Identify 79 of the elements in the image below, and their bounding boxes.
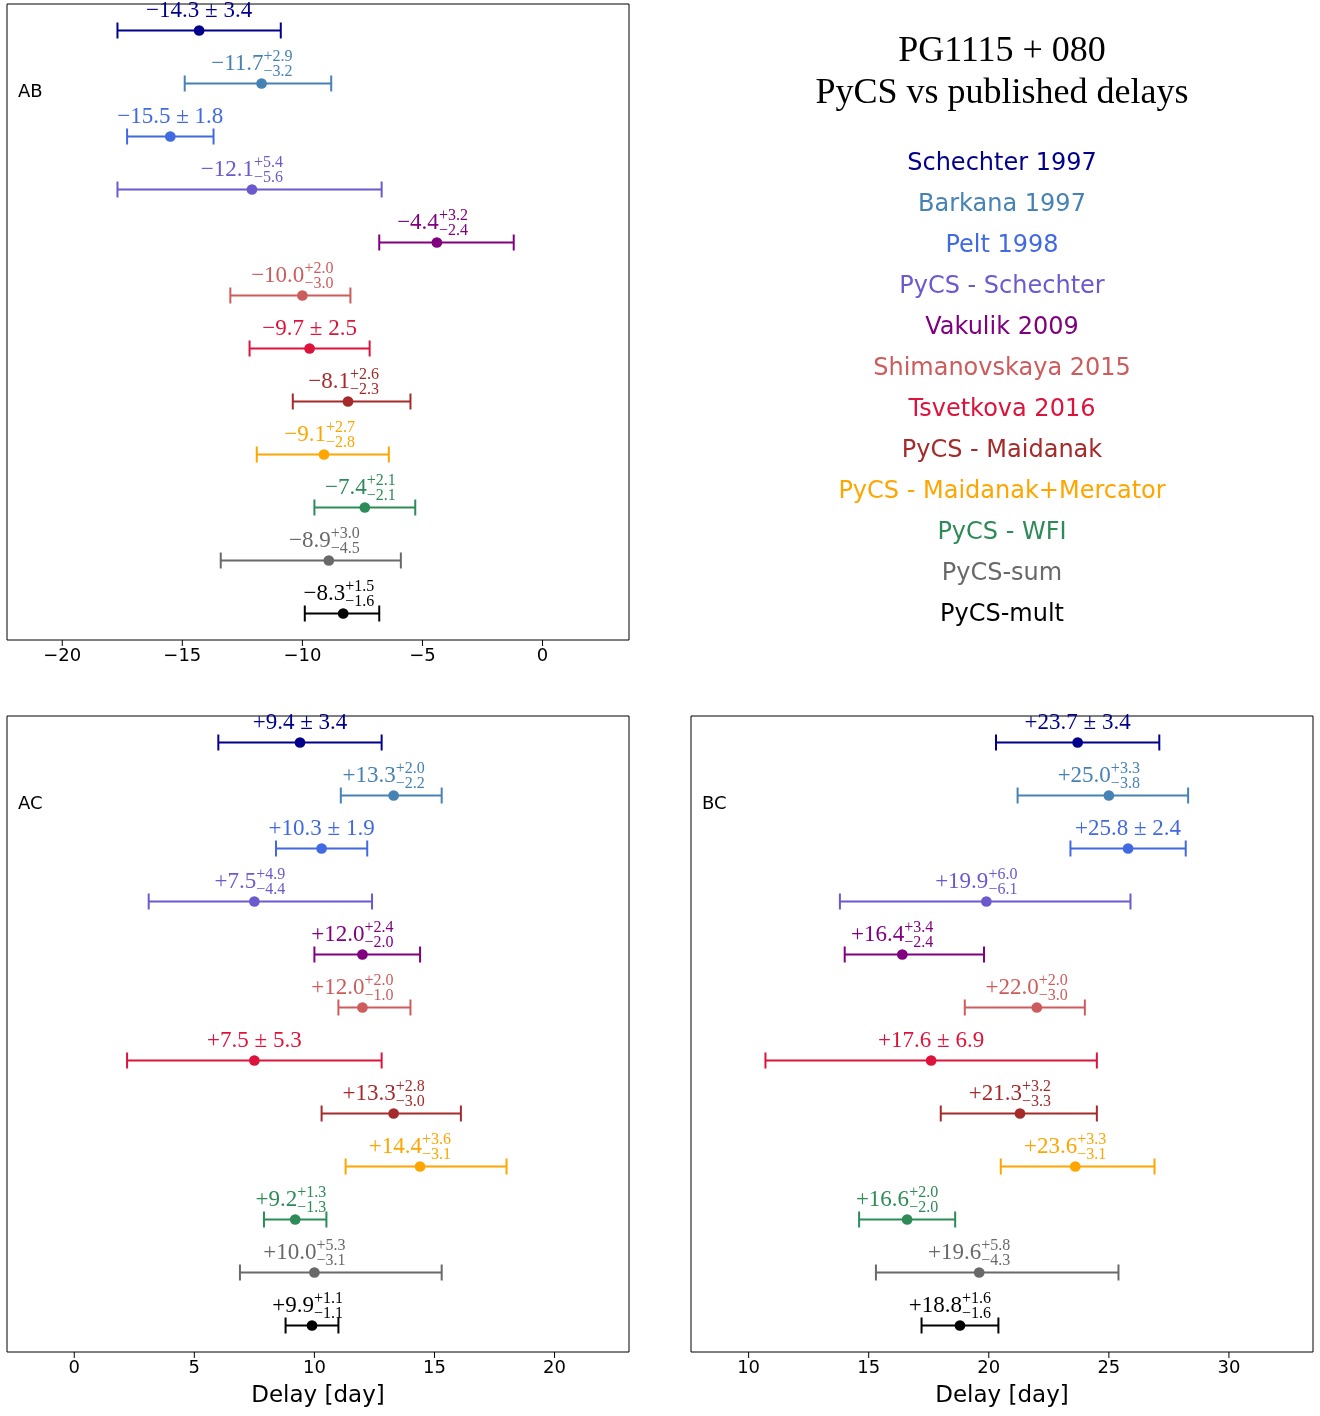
annotation: AC <box>18 792 43 813</box>
data-label: −14.3 ± 3.4 <box>146 0 253 22</box>
data-label: +17.6 ± 6.9 <box>878 1026 985 1052</box>
x-tick-label: 10 <box>737 1355 761 1377</box>
point <box>954 1320 966 1331</box>
x-tick-label: −5 <box>409 643 436 665</box>
point <box>359 502 371 513</box>
point <box>306 1320 318 1331</box>
point <box>973 1267 985 1278</box>
text: Barkana 1997 <box>918 189 1086 217</box>
x-tick-label: 15 <box>857 1355 881 1377</box>
point <box>901 1214 913 1225</box>
x-tick-label: 30 <box>1217 1355 1241 1377</box>
point <box>357 1002 368 1013</box>
text: PyCS-sum <box>941 558 1063 586</box>
text: PyCS - Maidanak <box>901 435 1103 463</box>
x-axis-title: Delay [day] <box>935 1381 1069 1407</box>
text: Vakulik 2009 <box>925 312 1079 340</box>
point <box>1014 1108 1026 1119</box>
point <box>981 896 992 907</box>
point <box>896 949 908 960</box>
point <box>289 1214 301 1225</box>
annotation: BC <box>702 792 727 813</box>
point <box>318 449 330 460</box>
data-label: −9.7 ± 2.5 <box>262 314 357 340</box>
data-label: +25.8 ± 2.4 <box>1075 814 1182 840</box>
x-tick-label: 0 <box>536 643 549 665</box>
point <box>414 1161 426 1172</box>
text: Pelt 1998 <box>945 230 1059 258</box>
text: PyCS - Maidanak+Mercator <box>838 476 1166 504</box>
x-tick-label: 20 <box>543 1355 567 1377</box>
point <box>1031 1002 1043 1013</box>
point <box>249 896 260 907</box>
point <box>323 555 335 566</box>
point <box>246 184 258 195</box>
point <box>294 737 306 748</box>
x-tick-label: 0 <box>68 1355 80 1377</box>
data-label: +9.4 ± 3.4 <box>252 708 348 734</box>
text: PyCS - Schechter <box>899 271 1105 299</box>
text: Shimanovskaya 2015 <box>873 353 1131 381</box>
point <box>342 396 354 407</box>
point <box>388 790 399 801</box>
x-tick-label: 5 <box>188 1355 201 1377</box>
point <box>357 949 368 960</box>
point <box>309 1267 320 1278</box>
point <box>1103 790 1115 801</box>
text: PyCS-mult <box>940 599 1064 627</box>
point <box>1072 737 1083 748</box>
text: PG1115 + 080 <box>897 28 1107 70</box>
data-label: +23.7 ± 3.4 <box>1024 708 1132 734</box>
x-tick-label: 20 <box>977 1355 1001 1377</box>
point <box>1069 1161 1081 1172</box>
point <box>316 843 327 854</box>
point <box>431 237 443 248</box>
point <box>256 78 267 89</box>
x-axis-title: Delay [day] <box>251 1381 385 1407</box>
point <box>1122 843 1134 854</box>
x-tick-label: 10 <box>302 1355 326 1377</box>
data-label: −15.5 ± 1.8 <box>117 102 224 128</box>
point <box>297 290 308 301</box>
x-tick-label: −10 <box>283 643 322 665</box>
x-tick-label: 25 <box>1097 1355 1121 1377</box>
text: PyCS - WFI <box>937 517 1067 545</box>
point <box>164 131 176 142</box>
x-tick-label: −15 <box>163 643 202 665</box>
text: PyCS vs published delays <box>814 70 1190 112</box>
annotation: AB <box>18 80 43 101</box>
point <box>249 1055 260 1066</box>
point <box>925 1055 937 1066</box>
point <box>337 608 349 619</box>
point <box>193 25 205 36</box>
point <box>304 343 315 354</box>
text: Tsvetkova 2016 <box>908 394 1096 422</box>
text: Schechter 1997 <box>907 148 1097 176</box>
data-label: +7.5 ± 5.3 <box>207 1026 302 1052</box>
data-label: +10.3 ± 1.9 <box>268 814 375 840</box>
point <box>388 1108 399 1119</box>
x-tick-label: 15 <box>423 1355 446 1377</box>
x-tick-label: −20 <box>43 643 82 665</box>
